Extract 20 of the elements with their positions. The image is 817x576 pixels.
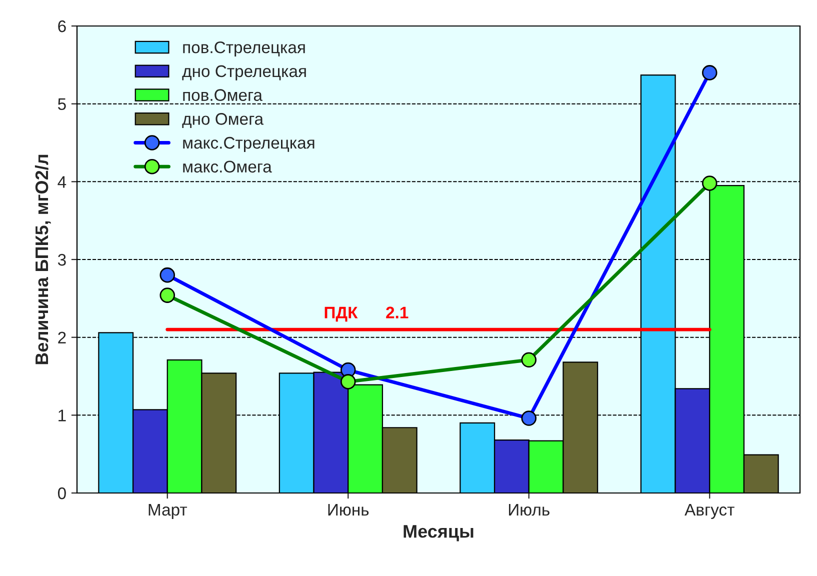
y-tick-label: 3: [58, 254, 66, 266]
x-axis-title: Месяцы: [404, 525, 474, 542]
legend-label: дно Стрелецкая: [182, 65, 306, 80]
y-tick-label: 1: [58, 410, 66, 422]
legend-label: макс.Стрелецкая: [183, 136, 314, 152]
y-tick-label: 4: [58, 176, 66, 188]
x-tick-label: Июнь: [328, 504, 369, 516]
x-tick-label: Август: [684, 504, 734, 519]
y-tick-label: 5: [58, 98, 66, 110]
y-axis-title: Величина БПК5, мгО2/л: [34, 154, 51, 364]
legend-label: пов.Омега: [183, 89, 262, 101]
ref-line-label: ПДК 2.1: [324, 306, 408, 322]
x-tick-label: Июль: [508, 504, 550, 516]
y-tick-label: 0: [58, 487, 66, 500]
y-tick-label: 2: [58, 332, 66, 344]
legend-label: дно Омега: [182, 113, 264, 128]
legend-label: пов.Стрелецкая: [183, 41, 305, 57]
y-tick-label: 6: [58, 20, 66, 32]
x-tick-label: Март: [148, 504, 188, 519]
legend-label: макс.Омега: [183, 160, 272, 173]
